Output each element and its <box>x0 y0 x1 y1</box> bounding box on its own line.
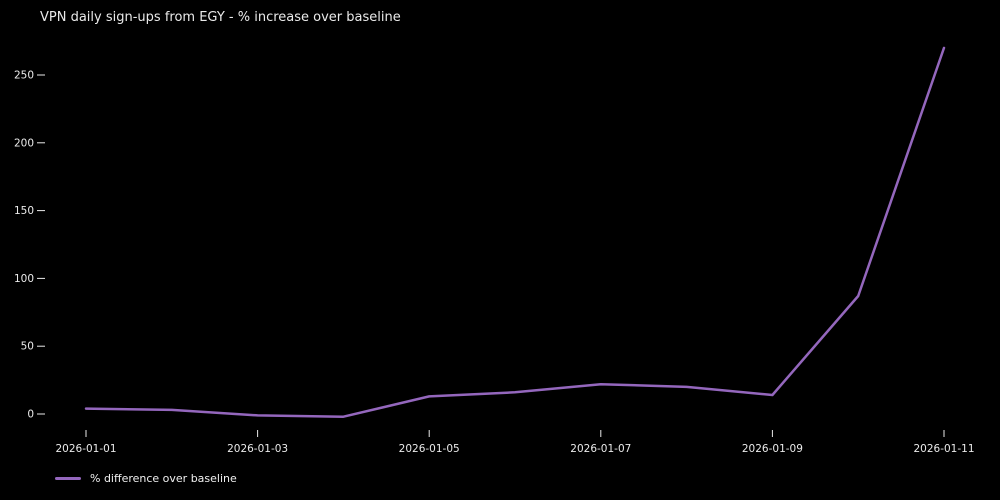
y-tick-label: 50 <box>21 341 34 353</box>
legend: % difference over baseline <box>55 472 237 485</box>
x-tick-label: 2026-01-07 <box>570 443 631 455</box>
legend-line-swatch <box>55 477 81 480</box>
x-tick-label: 2026-01-05 <box>399 443 460 455</box>
y-tick-label: 250 <box>14 70 34 82</box>
y-tick-label: 0 <box>27 409 34 421</box>
y-tick-label: 200 <box>14 137 34 149</box>
data-line--difference-over-baseline <box>84 46 946 418</box>
x-tick-label: 2026-01-01 <box>55 443 116 455</box>
x-tick-label: 2026-01-03 <box>227 443 288 455</box>
x-tick-label: 2026-01-11 <box>913 443 974 455</box>
y-tick-label: 150 <box>14 205 34 217</box>
legend-label: % difference over baseline <box>90 472 237 485</box>
chart-title: VPN daily sign-ups from EGY - % increase… <box>40 10 401 25</box>
y-tick-label: 100 <box>14 273 34 285</box>
x-tick-label: 2026-01-09 <box>742 443 803 455</box>
